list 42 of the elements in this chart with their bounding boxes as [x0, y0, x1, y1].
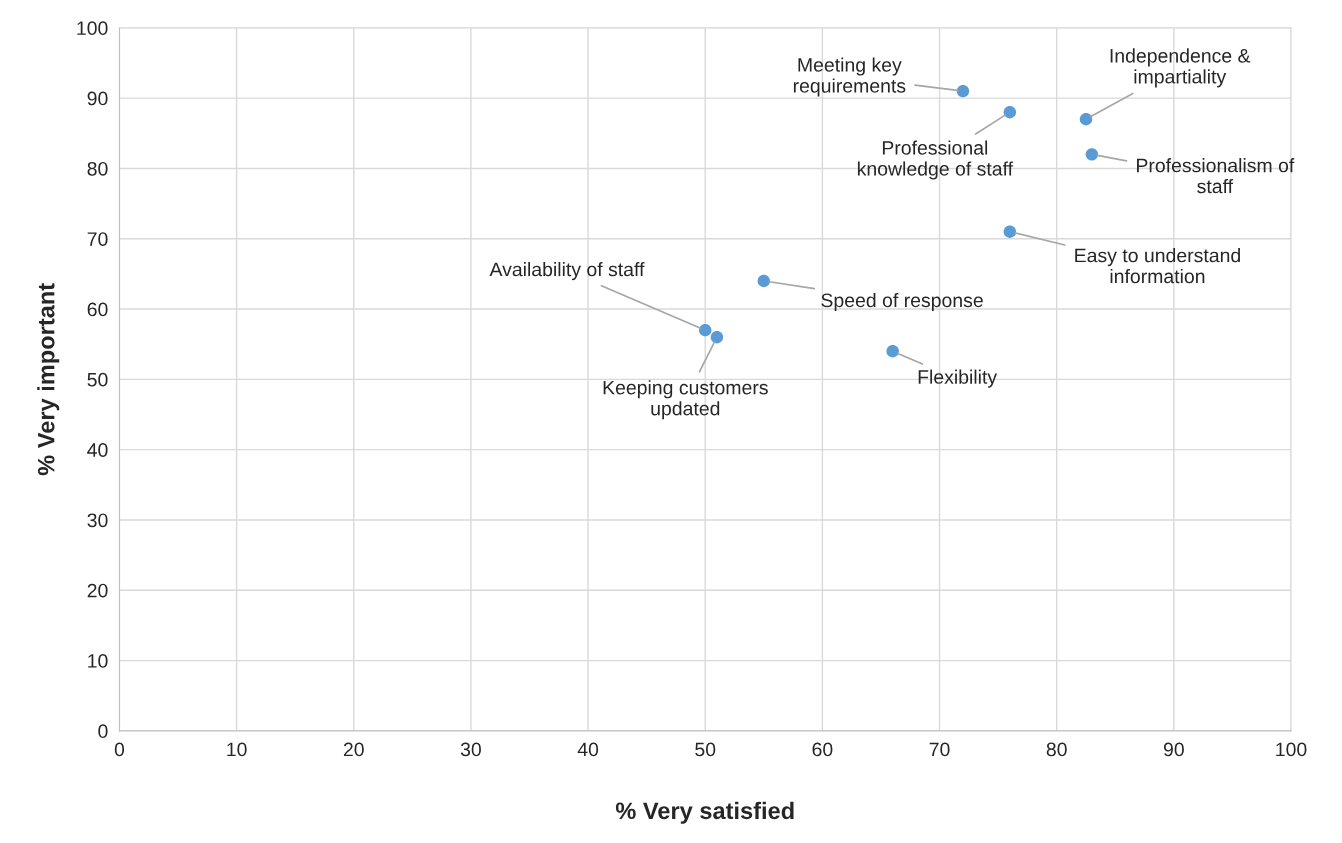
annotation: Professionalism of staff — [1137, 158, 1295, 194]
y-tick-label: 60 — [87, 302, 108, 317]
x-tick-label: 70 — [929, 742, 950, 757]
point — [710, 330, 724, 344]
y-tick-label: 40 — [87, 443, 108, 457]
x-tick-label: 10 — [227, 742, 247, 757]
annotation: Independence & impartiality — [1110, 48, 1251, 88]
y-tick-label: 90 — [87, 91, 108, 106]
y-tick-label: 0 — [98, 724, 108, 739]
y-tick-label: 80 — [87, 161, 108, 176]
y-tick-label: 30 — [87, 513, 108, 528]
point — [956, 84, 970, 98]
y-tick-label: 50 — [87, 372, 108, 387]
y-tick-label: 100 — [77, 21, 108, 36]
y-tick-label: 10 — [88, 654, 108, 668]
y-axis-title: % Very important — [37, 283, 60, 476]
point — [757, 274, 771, 288]
x-tick-label: 50 — [695, 742, 716, 757]
point — [886, 345, 899, 358]
point — [1003, 105, 1017, 119]
annotation: Professional knowledge of staff — [857, 140, 1014, 180]
y-tick-label: 20 — [87, 583, 108, 598]
x-tick-label: 40 — [577, 742, 599, 757]
x-axis-title: % Very satisfied — [615, 801, 794, 824]
x-tick-label: 80 — [1046, 742, 1067, 757]
y-tick-label: 70 — [87, 232, 108, 246]
x-tick-label: 60 — [812, 742, 833, 757]
point — [1085, 148, 1099, 161]
annotation: Availability of staff — [489, 262, 645, 281]
annotation: Speed of response — [821, 292, 983, 312]
annotation: Meeting key requirements — [793, 57, 906, 97]
x-tick-label: 20 — [343, 742, 364, 757]
point — [699, 323, 712, 337]
annotation: Flexibility — [918, 369, 998, 388]
x-tick-label: 100 — [1276, 742, 1307, 757]
annotation: Keeping customers updated — [603, 380, 768, 420]
point — [1079, 113, 1093, 126]
x-tick-label: 30 — [460, 742, 481, 757]
x-tick-label: 0 — [114, 742, 125, 757]
x-tick-label: 90 — [1163, 742, 1184, 757]
point — [1003, 225, 1017, 238]
annotation: Easy to understand information — [1075, 248, 1240, 284]
